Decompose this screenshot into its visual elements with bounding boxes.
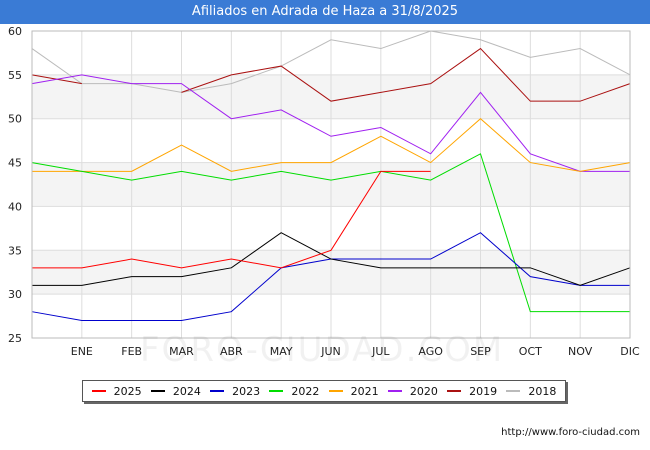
legend-label: 2023 bbox=[232, 384, 261, 398]
legend-swatch bbox=[150, 390, 165, 392]
x-tick-label: SEP bbox=[470, 345, 491, 358]
series-line-2021 bbox=[32, 118, 631, 172]
legend-swatch bbox=[447, 390, 462, 392]
x-tick-label: MAY bbox=[270, 345, 293, 358]
legend-label: 2022 bbox=[291, 384, 320, 398]
y-tick-label: 35 bbox=[8, 244, 22, 257]
legend-item-2023: 2023 bbox=[210, 385, 260, 398]
legend-item-2020: 2020 bbox=[387, 384, 438, 398]
legend-label: 2020 bbox=[409, 384, 438, 398]
legend-label: 2025 bbox=[113, 384, 142, 398]
legend-item-2019: 2019 bbox=[447, 385, 497, 398]
x-tick-label: ENE bbox=[71, 345, 93, 358]
series-line-2020 bbox=[31, 74, 630, 172]
legend-item-2022: 2022 bbox=[269, 385, 319, 398]
legend-item-2021: 2021 bbox=[328, 384, 379, 398]
y-tick-label: 60 bbox=[8, 25, 22, 38]
x-tick-label: FEB bbox=[121, 345, 142, 358]
source-link[interactable]: http://www.foro-ciudad.com bbox=[501, 427, 640, 438]
x-tick-label: OCT bbox=[519, 345, 542, 358]
series-line-2024 bbox=[32, 232, 631, 286]
y-tick-label: 25 bbox=[8, 332, 22, 345]
legend-label: 2019 bbox=[469, 384, 498, 398]
legend-swatch bbox=[269, 390, 284, 392]
x-tick-label: MAR bbox=[169, 345, 194, 358]
legend-item-2025: 2025 bbox=[91, 384, 142, 398]
series-line-2025 bbox=[32, 170, 431, 269]
legend-label: 2024 bbox=[172, 384, 201, 398]
x-tick-label: ABR bbox=[220, 345, 243, 358]
legend-swatch bbox=[387, 390, 402, 392]
legend-swatch bbox=[506, 390, 521, 392]
legend-item-2024: 2024 bbox=[150, 384, 201, 398]
x-tick-label: JUL bbox=[371, 345, 390, 358]
x-tick-label: DIC bbox=[620, 345, 640, 358]
y-tick-label: 50 bbox=[8, 113, 22, 126]
legend-label: 2021 bbox=[350, 384, 379, 398]
y-tick-label: 45 bbox=[8, 157, 22, 170]
x-tick-label: NOV bbox=[568, 345, 593, 358]
watermark: FORO-CIUDAD.COM bbox=[140, 330, 505, 370]
chart-title: Afiliados en Adrada de Haza a 31/8/2025 bbox=[0, 0, 650, 24]
y-tick-label: 55 bbox=[8, 69, 22, 82]
y-tick-label: 40 bbox=[8, 200, 22, 213]
legend: 2025 2024 2023 2022 2021 2020 2019 2018 bbox=[82, 380, 566, 402]
x-tick-label: JUN bbox=[320, 345, 341, 358]
legend-swatch bbox=[91, 390, 106, 392]
y-tick-label: 30 bbox=[8, 288, 22, 301]
series-line-2022 bbox=[31, 153, 630, 313]
legend-item-2018: 2018 bbox=[506, 385, 556, 398]
x-tick-label: AGO bbox=[418, 345, 443, 358]
series-line-2019 bbox=[181, 47, 631, 102]
legend-swatch bbox=[328, 390, 343, 392]
legend-swatch bbox=[210, 390, 225, 392]
legend-label: 2018 bbox=[528, 384, 557, 398]
